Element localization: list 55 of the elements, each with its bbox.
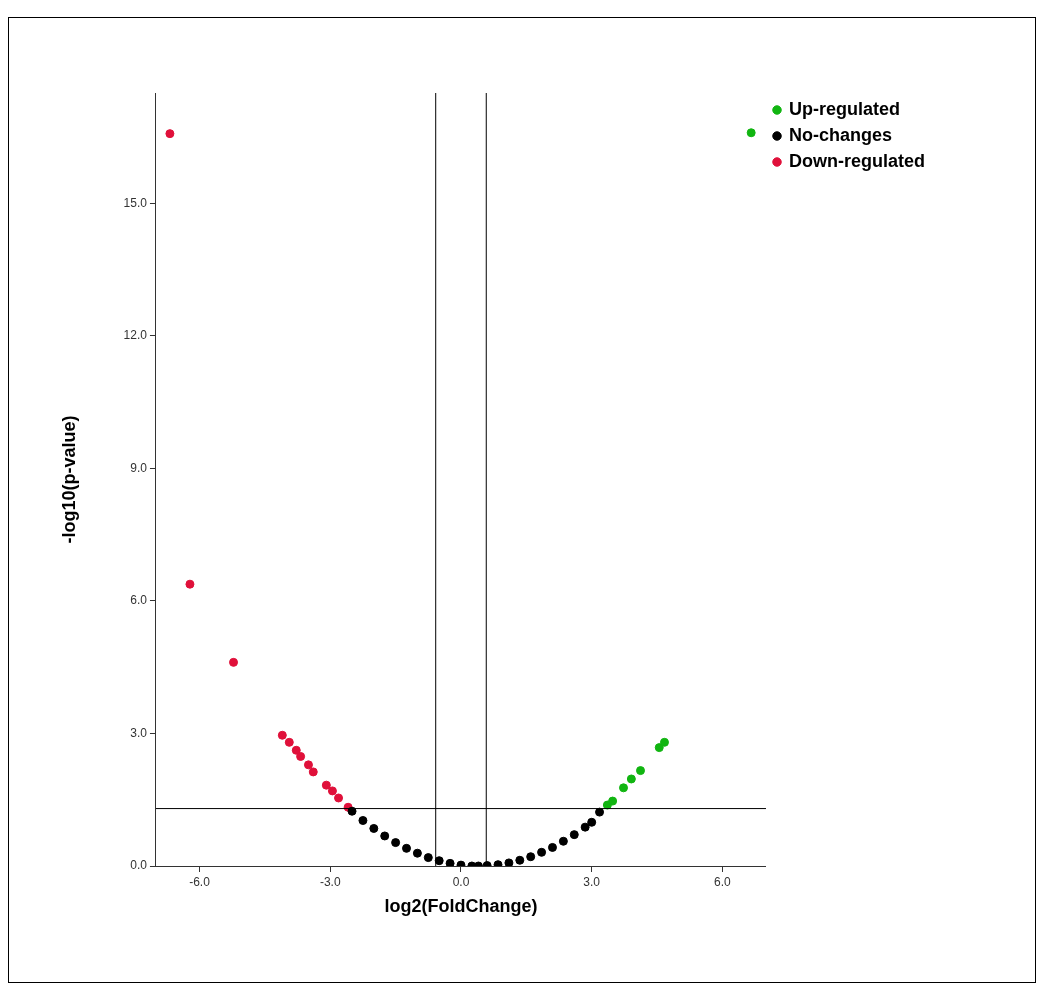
x-tick-label: 3.0 — [583, 874, 601, 889]
point — [303, 760, 313, 770]
x-tick-label: -6.0 — [189, 874, 211, 889]
legend-label: Down-regulated — [789, 150, 926, 171]
point — [569, 830, 579, 840]
point — [515, 855, 525, 865]
point — [165, 129, 175, 139]
point — [746, 128, 756, 138]
point — [296, 751, 306, 761]
point — [185, 579, 195, 589]
x-tick-label: 6.0 — [714, 874, 732, 889]
point — [587, 817, 597, 827]
point — [334, 793, 344, 803]
point — [284, 737, 294, 747]
y-tick-label: 0.0 — [130, 858, 148, 873]
point — [291, 745, 301, 755]
point — [358, 816, 368, 825]
point — [547, 842, 557, 852]
legend-label: Up-regulated — [789, 98, 901, 119]
point — [423, 853, 433, 863]
point — [402, 843, 412, 853]
point — [412, 848, 422, 858]
point — [595, 807, 605, 817]
y-axis-title: -log10(p-value) — [58, 415, 79, 544]
legend-label: No-changes — [789, 124, 893, 145]
point — [321, 780, 331, 790]
point — [558, 836, 568, 846]
point — [526, 852, 536, 862]
point — [308, 767, 318, 777]
x-tick-label: 0.0 — [452, 874, 470, 889]
point — [277, 730, 287, 740]
y-tick-label: 6.0 — [130, 593, 148, 608]
point — [391, 838, 401, 848]
point — [327, 786, 337, 796]
y-tick-label: 12.0 — [123, 328, 148, 343]
point — [229, 657, 239, 667]
y-tick-label: 3.0 — [130, 725, 148, 740]
point — [608, 796, 618, 806]
point — [380, 831, 390, 841]
point — [636, 766, 645, 776]
x-tick-label: -3.0 — [319, 874, 341, 889]
point — [659, 737, 669, 747]
point — [537, 847, 547, 857]
x-axis-title: log2(FoldChange) — [384, 896, 538, 917]
point — [654, 743, 664, 753]
point — [504, 858, 514, 866]
point — [369, 823, 379, 833]
point — [626, 774, 636, 784]
point — [347, 806, 357, 816]
point — [619, 783, 629, 793]
y-tick-label: 15.0 — [123, 195, 148, 210]
point — [580, 822, 590, 832]
point — [434, 856, 444, 866]
point — [445, 858, 455, 866]
y-tick-label: 9.0 — [130, 460, 148, 475]
